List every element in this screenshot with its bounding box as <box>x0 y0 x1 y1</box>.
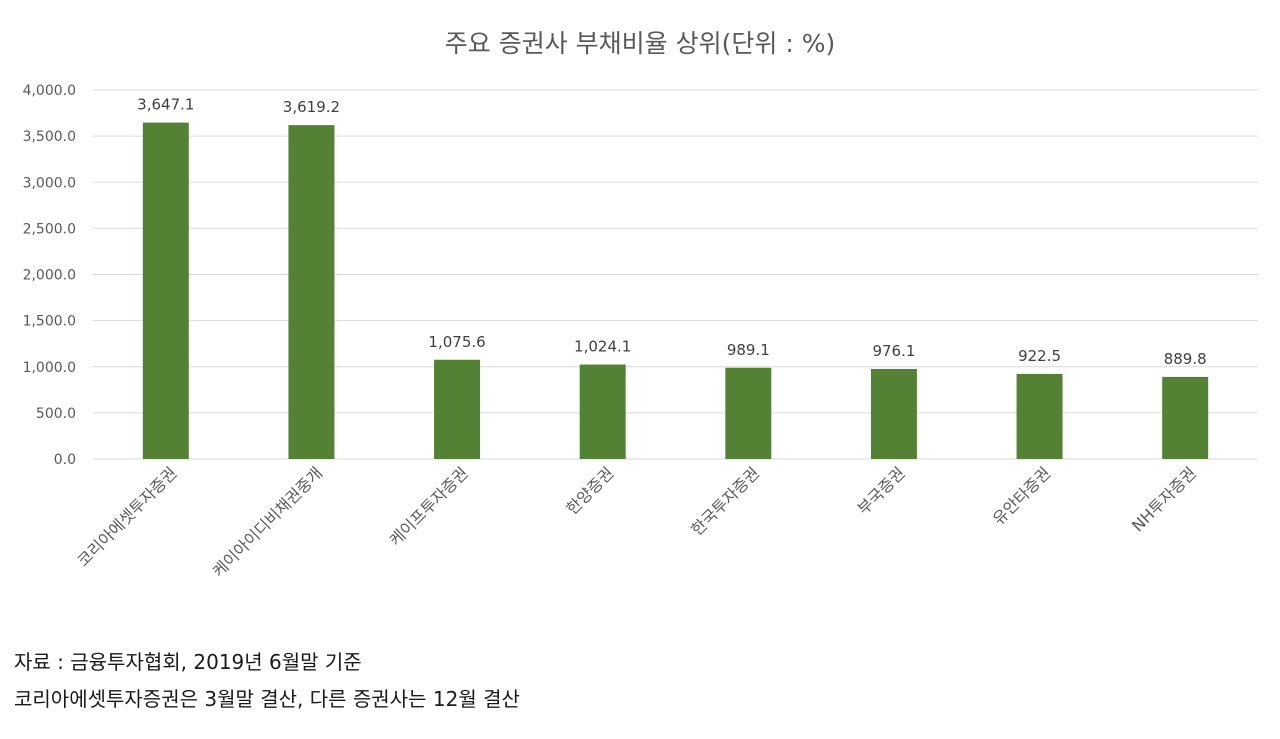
bar <box>288 125 335 460</box>
y-tick-label: 3,500.0 <box>23 129 76 145</box>
y-tick-label: 1,000.0 <box>23 360 76 376</box>
data-label: 1,024.1 <box>574 338 631 356</box>
y-tick-label: 3,000.0 <box>23 175 76 191</box>
y-tick-label: 1,500.0 <box>23 314 76 330</box>
x-tick-label: 한양증권 <box>562 463 617 518</box>
bar <box>725 367 772 459</box>
bar <box>1162 376 1209 459</box>
bar <box>579 364 626 459</box>
bars <box>142 122 1209 460</box>
source-note: 자료 : 금융투자협회, 2019년 6월말 기준 <box>14 650 362 674</box>
data-labels: 3,647.1 3,619.2 1,075.6 1,024.1 989.1 976.1 92… <box>137 96 1206 368</box>
y-tick-label: 4,000.0 <box>23 83 76 99</box>
x-tick-label: 케이아이디비채권중개 <box>209 463 327 581</box>
x-tick-label: 코리아에셋투자증권 <box>74 463 181 570</box>
y-tick-label: 2,500.0 <box>23 221 76 237</box>
data-label: 3,619.2 <box>283 98 340 116</box>
chart-title: 주요 증권사 부채비율 상위(단위 : %) <box>444 29 836 58</box>
data-label: 889.8 <box>1164 350 1207 368</box>
x-tick-label: 유안타증권 <box>989 463 1054 528</box>
data-label: 1,075.6 <box>428 333 485 351</box>
bar <box>434 359 481 459</box>
fiscal-note: 코리아에셋투자증권은 3월말 결산, 다른 증권사는 12월 결산 <box>14 687 520 711</box>
bar <box>142 122 189 459</box>
y-tick-label: 0.0 <box>54 452 76 468</box>
data-label: 989.1 <box>727 341 770 359</box>
bar <box>1016 373 1063 459</box>
x-tick-label: 부국증권 <box>854 463 909 518</box>
data-label: 3,647.1 <box>137 96 194 114</box>
data-label: 976.1 <box>872 342 915 360</box>
y-tick-label: 500.0 <box>36 406 76 422</box>
gridlines <box>93 89 1258 460</box>
x-axis-tick-labels: 코리아에셋투자증권 케이아이디비채권중개 케이프투자증권 한양증권 한국투자증권 부국증권… <box>74 463 1200 581</box>
y-tick-label: 2,000.0 <box>23 268 76 284</box>
x-tick-label: NH투자증권 <box>1128 463 1200 535</box>
y-axis-tick-labels: 0.0 500.0 1,000.0 1,500.0 2,000.0 2,500.0 3,00… <box>23 83 76 468</box>
data-label: 922.5 <box>1018 347 1061 365</box>
bar <box>870 368 917 459</box>
x-tick-label: 케이프투자증권 <box>386 463 472 549</box>
x-tick-label: 한국투자증권 <box>687 463 763 539</box>
